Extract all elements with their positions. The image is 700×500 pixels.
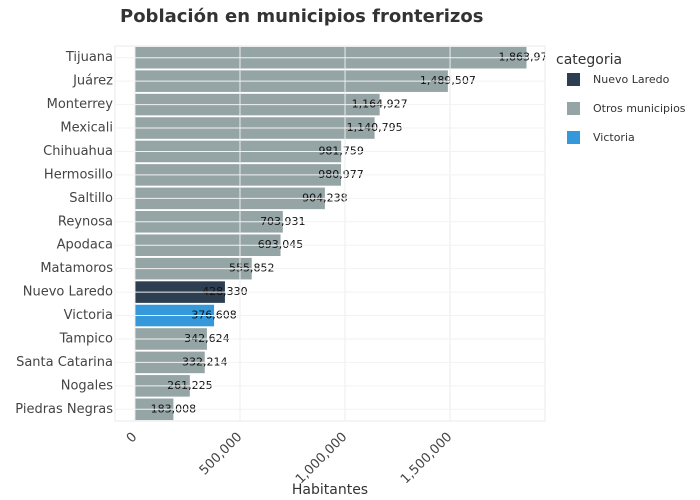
y-tick-label: Matamoros: [40, 261, 113, 276]
legend-label: Otros municipios: [593, 102, 686, 115]
y-tick-label: Nuevo Laredo: [23, 285, 113, 300]
y-tick-label: Piedras Negras: [15, 402, 113, 417]
y-tick-label: Nogales: [61, 378, 114, 393]
legend-label: Nuevo Laredo: [593, 73, 670, 86]
y-tick-label: Mexicali: [60, 121, 113, 136]
chart-title: Población en municipios fronterizos: [120, 6, 483, 27]
legend-swatch: [567, 102, 580, 115]
y-tick-label: Santa Catarina: [16, 355, 113, 370]
x-tick-label: 1,500,000: [398, 430, 455, 487]
y-tick-label: Monterrey: [47, 97, 114, 112]
legend-title: categoria: [556, 52, 622, 68]
y-tick-label: Tijuana: [65, 50, 113, 65]
y-tick-label: Apodaca: [57, 238, 113, 253]
x-axis-label: Habitantes: [292, 482, 368, 498]
legend-label: Victoria: [593, 131, 635, 144]
x-tick-label: 0: [124, 430, 140, 446]
y-tick-label: Victoria: [64, 308, 113, 323]
y-tick-label: Tampico: [59, 331, 113, 346]
legend-swatch: [567, 73, 580, 86]
x-tick-label: 500,000: [197, 430, 246, 479]
y-tick-label: Juárez: [72, 74, 113, 89]
legend-swatch: [567, 131, 580, 144]
y-tick-label: Reynosa: [58, 214, 113, 229]
y-tick-label: Hermosillo: [44, 167, 113, 182]
y-tick-label: Saltillo: [69, 191, 113, 206]
x-tick-label: 1,000,000: [293, 430, 350, 487]
y-tick-label: Chihuahua: [43, 144, 113, 159]
